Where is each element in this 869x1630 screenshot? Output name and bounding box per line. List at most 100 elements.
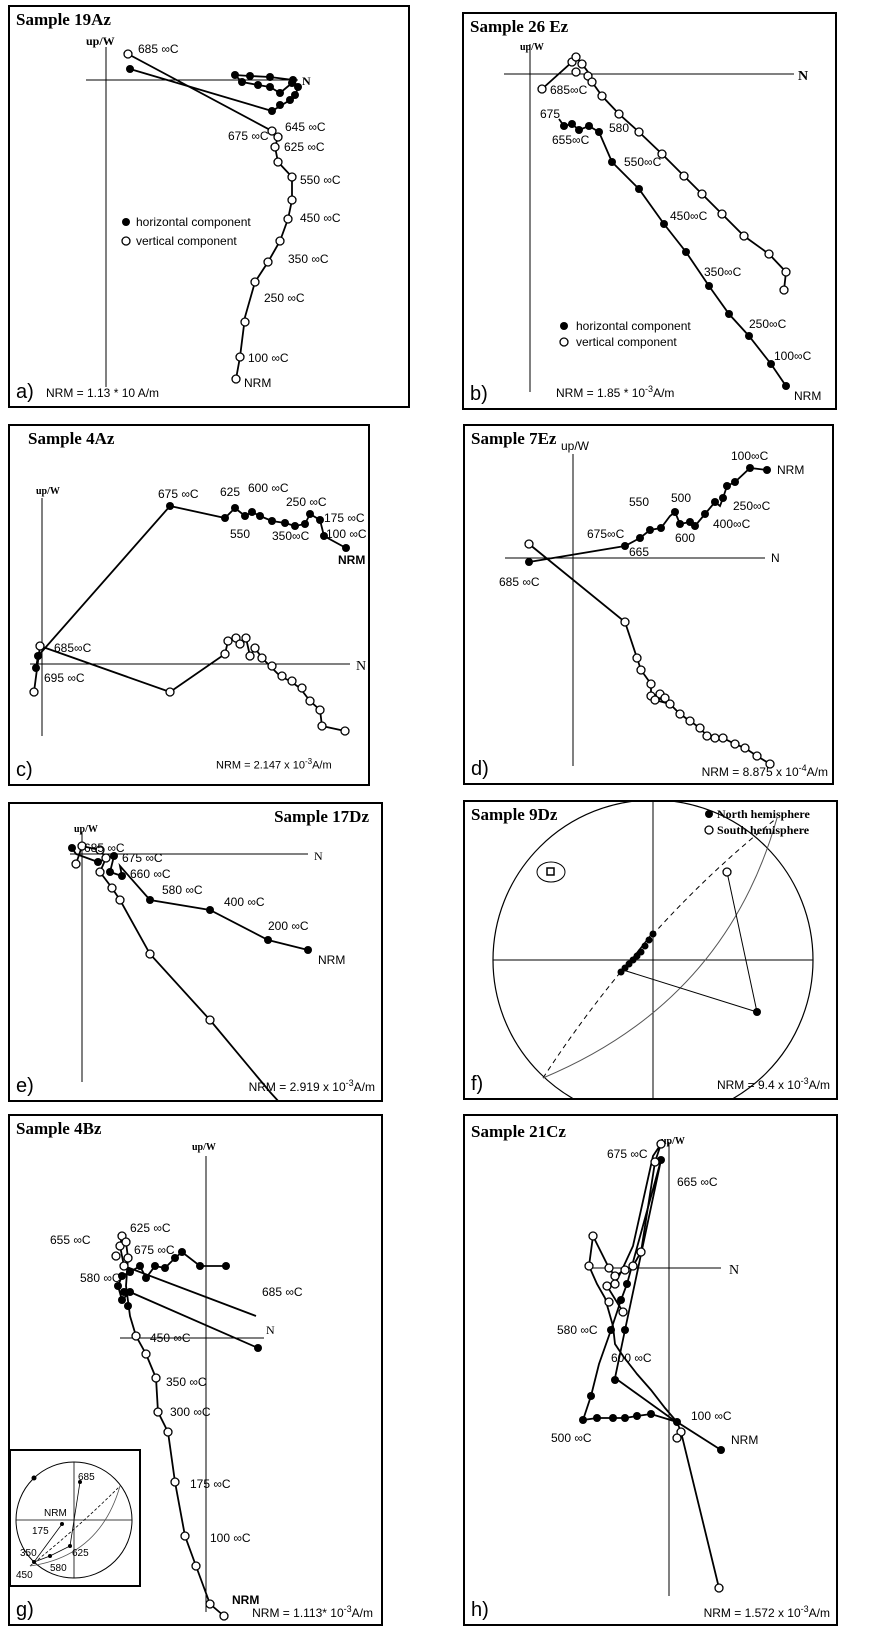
nrm-text: NRM = 8.875 x 10 (701, 765, 799, 779)
nrm-text: NRM = 1.85 * 10 (556, 386, 646, 400)
zijderveld-plot-a: up/W N 685 ∞C 675 ∞C 645 ∞C 625 ∞C 550 ∞… (86, 34, 341, 390)
nrm-value: NRM = 1.85 * 10-3A/m (556, 384, 674, 400)
temp-label: 580 ∞C (557, 1323, 598, 1337)
panel-title: Sample 4Bz (16, 1119, 102, 1138)
axis-n-label: N (266, 1323, 275, 1337)
nrm-text: NRM = 1.572 x 10 (703, 1606, 801, 1620)
legend-vertical: vertical component (136, 234, 237, 248)
temp-label: 685 ∞C (84, 841, 125, 855)
zijderveld-plot-g: up/W N 655 ∞C 625 ∞C 675 ∞C 580 ∞C 685 ∞… (10, 1142, 303, 1621)
temp-label: 250∞C (733, 499, 771, 513)
temp-label: 200 ∞C (268, 919, 309, 933)
nrm-unit: A/m (808, 1606, 830, 1620)
axis-up-label: up/W (661, 1136, 685, 1147)
panel-letter: e) (16, 1075, 34, 1097)
temp-label: 100∞C (774, 349, 812, 363)
zijderveld-plot-h: up/W N 675 ∞C 665 ∞C 580 ∞C 600 ∞C 100 ∞… (551, 1136, 758, 1596)
inset-label: NRM (44, 1508, 67, 1519)
temp-label: 450 ∞C (150, 1331, 191, 1345)
axis-n-label: N (356, 659, 366, 674)
temp-label: 685 ∞C (138, 42, 179, 56)
temp-label: 550 (230, 527, 250, 541)
axis-up-label: up/W (520, 42, 544, 53)
temp-label: NRM (232, 1593, 259, 1607)
nrm-unit: A/m (353, 1080, 375, 1094)
nrm-exponent: -3 (800, 1604, 809, 1614)
panel-letter: a) (16, 381, 34, 403)
nrm-exponent: -3 (304, 757, 313, 767)
temp-label: NRM (731, 1433, 758, 1447)
temp-label: NRM (338, 553, 365, 567)
axis-up-label: up/W (561, 439, 590, 453)
temp-label: 400∞C (713, 517, 751, 531)
nrm-value: NRM = 9.4 x 10-3A/m (717, 1076, 830, 1092)
temp-label: 100 ∞C (248, 351, 289, 365)
temp-label: 350 ∞C (288, 252, 329, 266)
temp-label: 685 ∞C (499, 575, 540, 589)
temp-label: 685∞C (54, 641, 92, 655)
temp-label: NRM (777, 463, 804, 477)
panel-title: Sample 9Dz (471, 805, 558, 824)
temp-label: NRM (318, 953, 345, 967)
temp-label: 600 ∞C (611, 1351, 652, 1365)
temp-label: 675 (540, 107, 560, 121)
panel-title: Sample 19Az (16, 10, 111, 29)
temp-label: 550 (629, 495, 649, 509)
zijderveld-plot-e: up/W N 685 ∞C 675 ∞C 660 ∞C 580 ∞C 400 ∞… (68, 824, 345, 1100)
temp-label: 250∞C (749, 317, 787, 331)
temp-label: 675 ∞C (607, 1147, 648, 1161)
temp-label: 675 ∞C (228, 129, 269, 143)
temp-label: 580 (609, 121, 629, 135)
temp-label: 250 ∞C (286, 495, 327, 509)
nrm-text: NRM = 9.4 x 10 (716, 1078, 801, 1092)
temp-label: 665 ∞C (677, 1175, 718, 1189)
nrm-unit: A/m (653, 386, 675, 400)
nrm-unit: A/m (351, 1606, 373, 1620)
temp-label: 695 ∞C (44, 671, 85, 685)
legend-horizontal: horizontal component (576, 319, 691, 333)
temp-label: 500 (671, 491, 691, 505)
temp-label: 655 ∞C (50, 1233, 91, 1247)
temp-label: 665 (629, 545, 649, 559)
temp-label: 660 ∞C (130, 867, 171, 881)
inset-label: 685 (78, 1472, 95, 1483)
horizontal-points (126, 65, 302, 115)
nrm-unit: A/m (312, 760, 332, 772)
nrm-value: NRM = 2.919 x 10-3A/m (249, 1078, 375, 1094)
temp-label: 550∞C (624, 155, 662, 169)
temp-label: 625 ∞C (284, 140, 325, 154)
nrm-unit: A/m (808, 1078, 830, 1092)
temp-label: 250 ∞C (264, 291, 305, 305)
temp-label: 685 ∞C (262, 1285, 303, 1299)
temp-label: 350∞C (704, 265, 742, 279)
panel-letter: b) (470, 383, 488, 405)
temp-label: 350∞C (272, 529, 310, 543)
nrm-text: NRM = 2.919 x 10 (248, 1080, 346, 1094)
panel-letter: g) (16, 1599, 34, 1621)
axis-n-label: N (729, 1263, 739, 1278)
nrm-text: NRM = 2.147 x 10 (216, 760, 305, 772)
temp-label: 600 (675, 531, 695, 545)
nrm-exponent: -3 (345, 1078, 354, 1088)
nrm-value: NRM = 1.572 x 10-3A/m (704, 1604, 830, 1620)
panel-title: Sample 17Dz (274, 807, 369, 826)
inset-label: 175 (32, 1526, 49, 1537)
axis-up-label: up/W (86, 34, 115, 48)
temp-label: NRM (794, 389, 821, 403)
temp-label: NRM (244, 376, 271, 390)
nrm-value: NRM = 2.147 x 10-3A/m (216, 757, 332, 772)
temp-label: 675 ∞C (134, 1243, 175, 1257)
temp-label: 100 ∞C (326, 527, 367, 541)
zijderveld-plot-c: up/W N 675 ∞C 625 600 ∞C 250 ∞C 175 ∞C 1… (29, 481, 367, 736)
temp-label: 100 ∞C (210, 1531, 251, 1545)
panel-letter: d) (471, 758, 489, 780)
inset-label: 580 (50, 1563, 67, 1574)
vertical-points (123, 49, 297, 384)
axis-n-label: N (798, 69, 808, 84)
legend-north: North hemisphere (717, 807, 810, 821)
axis-n-label: N (771, 551, 780, 565)
temp-label: 675 ∞C (122, 851, 163, 865)
nrm-exponent: -3 (645, 384, 654, 394)
temp-label: 655∞C (552, 133, 590, 147)
temp-label: 600 ∞C (248, 481, 289, 495)
